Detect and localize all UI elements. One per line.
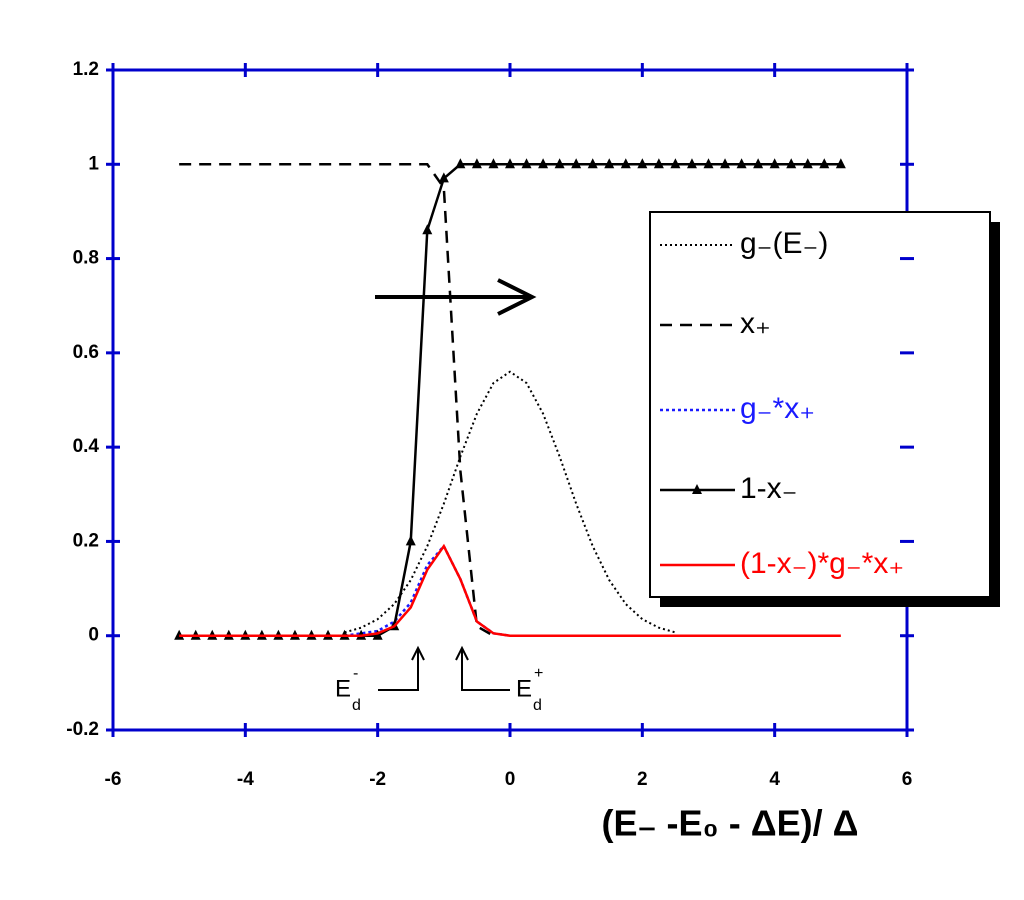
triangle-marker <box>372 629 383 640</box>
x-tick-label: 6 <box>902 769 913 790</box>
x-tick-label: -2 <box>369 769 386 790</box>
triangle-marker <box>703 158 714 169</box>
triangle-marker <box>604 158 615 169</box>
annotation-text: E <box>335 675 351 702</box>
triangle-marker <box>802 158 813 169</box>
triangle-marker <box>753 158 764 169</box>
legend-label: g₋*x₊ <box>740 392 815 425</box>
triangle-marker <box>653 158 664 169</box>
y-tick-label: 0.8 <box>73 248 99 269</box>
triangle-marker <box>521 158 532 169</box>
triangle-marker <box>637 158 648 169</box>
annotation-sup: + <box>534 665 543 682</box>
triangle-marker <box>488 158 499 169</box>
triangle-marker <box>471 158 482 169</box>
triangle-marker <box>405 535 416 546</box>
x-tick-label: -6 <box>105 769 122 790</box>
x-tick-label: 4 <box>769 769 780 790</box>
triangle-marker <box>670 158 681 169</box>
triangle-marker <box>438 172 449 183</box>
y-tick-label: 0 <box>88 625 99 646</box>
y-tick-label: 0.4 <box>73 436 100 457</box>
y-tick-label: 1 <box>88 153 99 174</box>
triangle-marker <box>769 158 780 169</box>
triangle-marker <box>686 158 697 169</box>
triangle-marker <box>620 158 631 169</box>
legend-box <box>649 211 991 598</box>
y-tick-label: -0.2 <box>66 719 99 740</box>
series-line <box>179 543 841 637</box>
triangle-marker <box>587 158 598 169</box>
x-axis-label: (E₋ -E₀ - ΔE)/ Δ <box>602 803 859 844</box>
plot-area <box>174 158 846 640</box>
triangle-marker <box>835 158 846 169</box>
annotation-sub: d <box>352 697 361 714</box>
legend-label: g₋(E₋) <box>740 227 828 260</box>
x-tick-label: 0 <box>505 769 516 790</box>
triangle-marker <box>720 158 731 169</box>
triangle-marker <box>538 158 549 169</box>
triangle-marker <box>455 158 466 169</box>
annotation-arrows <box>378 645 510 691</box>
legend-label: (1-x₋)*g₋*x₊ <box>740 547 904 580</box>
legend-marker <box>692 484 702 494</box>
annotation-text: E <box>516 675 532 702</box>
series-line <box>344 543 511 637</box>
x-tick-label: 2 <box>637 769 648 790</box>
direction-arrow <box>375 278 537 316</box>
triangle-marker <box>505 158 515 169</box>
triangle-marker <box>786 158 797 169</box>
x-tick-label: -4 <box>237 769 254 790</box>
legend: g₋(E₋) x₊ g₋*x₊ 1-x₋ (1-x₋)*g₋*x₊ <box>660 227 904 580</box>
y-tick-label: 1.2 <box>73 59 99 80</box>
triangle-marker <box>819 158 830 169</box>
annotation-sup: - <box>353 665 358 682</box>
legend-label: x₊ <box>740 307 771 340</box>
y-tick-label: 0.2 <box>73 530 99 551</box>
series-line <box>179 163 495 637</box>
triangle-marker <box>736 158 747 169</box>
legend-label: 1-x₋ <box>740 472 798 505</box>
series-line <box>344 370 676 634</box>
triangle-marker <box>554 158 565 169</box>
annotation-sub: d <box>533 697 542 714</box>
y-tick-label: 0.6 <box>73 342 99 363</box>
triangle-marker <box>571 158 582 169</box>
triangle-marker <box>422 224 433 235</box>
